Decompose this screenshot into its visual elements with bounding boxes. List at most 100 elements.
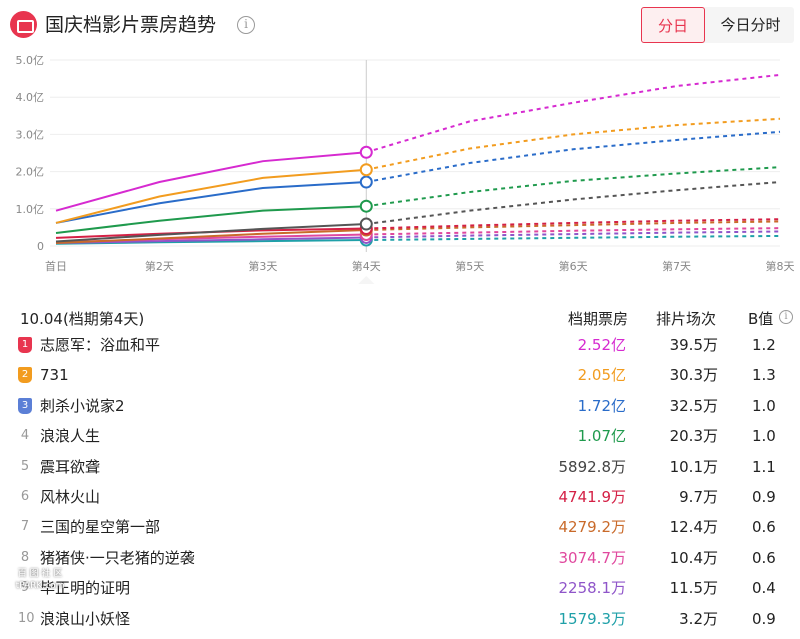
series-point-current xyxy=(359,217,373,231)
rank-badge: 4 xyxy=(20,428,30,444)
series-point-current xyxy=(359,163,373,177)
b-value: 0.6 xyxy=(752,518,776,537)
series-line-forecast xyxy=(365,73,781,154)
box-office-value: 2.05亿 xyxy=(577,366,626,385)
box-office-trend-chart[interactable]: 5.0亿 4.0亿 3.0亿 2.0亿 1.0亿 0首日 第2天 第3天 第4天 第5天 第6天 第7… xyxy=(0,52,800,284)
screenings-value: 11.5万 xyxy=(669,579,718,598)
b-value: 1.1 xyxy=(752,457,776,476)
view-toggle: 分日 今日分时 xyxy=(641,7,794,43)
screenings-value: 10.1万 xyxy=(669,457,718,476)
table-row[interactable]: 8 猪猪侠·一只老猪的逆袭 3074.7万 10.4万 0.6 xyxy=(0,543,800,573)
series-line-actual xyxy=(55,223,367,243)
table-row[interactable]: 3 刺杀小说家2 1.72亿 32.5万 1.0 xyxy=(0,391,800,421)
watermark: 百 图 社 区 tPARK.com xyxy=(8,568,72,592)
col-b-value[interactable]: B值 xyxy=(748,310,774,328)
y-tick-label: 3.0亿 xyxy=(16,128,45,141)
x-tick-label: 首日 xyxy=(45,259,67,273)
y-tick-label: 0 xyxy=(37,240,44,253)
series-line-forecast xyxy=(366,218,781,230)
movie-name[interactable]: 731 xyxy=(40,366,69,385)
pointer-triangle xyxy=(358,276,375,284)
ticket-logo-icon xyxy=(10,11,37,38)
b-value: 1.2 xyxy=(752,336,776,354)
box-office-value: 1.72亿 xyxy=(577,396,626,415)
movie-name[interactable]: 志愿军：浴血和平 xyxy=(40,336,161,354)
date-label: 10.04(档期第4天) xyxy=(20,310,145,328)
y-tick-label: 4.0亿 xyxy=(16,91,45,104)
table-row[interactable]: 5 震耳欲聋 5892.8万 10.1万 1.1 xyxy=(0,452,800,482)
table-row[interactable]: 1 志愿军：浴血和平 2.52亿 39.5万 1.2 xyxy=(0,330,800,360)
movie-name[interactable]: 震耳欲聋 xyxy=(40,457,101,476)
y-tick-label: 5.0亿 xyxy=(16,54,45,67)
y-tick-label: 1.0亿 xyxy=(16,203,45,216)
y-tick-label: 2.0亿 xyxy=(16,166,45,179)
screenings-value: 30.3万 xyxy=(669,366,718,385)
box-office-value: 1.07亿 xyxy=(577,427,626,446)
movie-name[interactable]: 猪猪侠·一只老猪的逆袭 xyxy=(40,548,195,567)
series-point-current xyxy=(359,199,373,213)
ranking-table: 10.04(档期第4天) 档期票房 排片场次 B值 i 1 志愿军：浴血和平 2.5… xyxy=(0,296,800,639)
b-value-info-icon[interactable]: i xyxy=(779,310,793,324)
series-line-forecast xyxy=(366,181,781,226)
table-header: 10.04(档期第4天) 档期票房 排片场次 B值 i xyxy=(0,296,800,330)
page-title: 国庆档影片票房趋势 xyxy=(45,14,217,36)
box-office-value: 3074.7万 xyxy=(558,548,627,567)
b-value: 0.9 xyxy=(752,609,776,628)
col-box-office[interactable]: 档期票房 xyxy=(568,310,629,328)
b-value: 1.3 xyxy=(752,366,776,385)
series-line-actual xyxy=(55,168,367,224)
box-office-value: 4741.9万 xyxy=(558,488,627,506)
header: 国庆档影片票房趋势 i 分日 今日分时 xyxy=(0,0,800,52)
tab-hourly[interactable]: 今日分时 xyxy=(720,16,781,34)
table-row[interactable]: 2 731 2.05亿 30.3万 1.3 xyxy=(0,360,800,390)
series-line-forecast xyxy=(366,130,781,183)
movie-name[interactable]: 浪浪山小妖怪 xyxy=(40,609,131,628)
screenings-value: 12.4万 xyxy=(669,518,718,537)
x-tick-label: 第6天 xyxy=(559,259,588,273)
x-tick-label: 第2天 xyxy=(145,259,174,273)
screenings-value: 32.5万 xyxy=(669,396,718,415)
table-row[interactable]: 10 浪浪山小妖怪 1579.3万 3.2万 0.9 xyxy=(0,604,800,634)
table-row[interactable]: 9 毕正明的证明 2258.1万 11.5万 0.4 xyxy=(0,573,800,603)
table-row[interactable]: 7 三国的星空第一部 4279.2万 12.4万 0.6 xyxy=(0,512,800,542)
box-office-value: 2258.1万 xyxy=(558,579,627,598)
b-value: 1.0 xyxy=(752,427,776,446)
screenings-value: 20.3万 xyxy=(669,427,718,446)
series-point-current xyxy=(359,175,373,189)
b-value: 1.0 xyxy=(752,396,776,415)
series-line-actual xyxy=(55,205,367,234)
x-tick-label: 第5天 xyxy=(455,259,484,273)
table-row[interactable]: 4 浪浪人生 1.07亿 20.3万 1.0 xyxy=(0,421,800,451)
movie-name[interactable]: 浪浪人生 xyxy=(40,427,101,446)
series-line-forecast xyxy=(366,117,781,171)
rank-badge: 3 xyxy=(18,397,32,414)
screenings-value: 39.5万 xyxy=(669,336,718,354)
screenings-value: 3.2万 xyxy=(679,609,718,628)
b-value: 0.6 xyxy=(752,548,776,567)
rank-badge: 8 xyxy=(20,549,30,565)
series-line-forecast xyxy=(366,220,781,232)
rank-badge: 9 xyxy=(20,580,30,596)
series-line-actual xyxy=(55,236,367,245)
box-office-value: 1579.3万 xyxy=(558,609,627,628)
col-screenings[interactable]: 排片场次 xyxy=(656,310,717,328)
tab-daily[interactable]: 分日 xyxy=(641,7,705,43)
movie-name[interactable]: 刺杀小说家2 xyxy=(40,396,125,415)
box-office-value: 5892.8万 xyxy=(558,457,627,476)
movie-name[interactable]: 毕正明的证明 xyxy=(40,579,131,598)
rank-badge: 10 xyxy=(18,610,35,626)
screenings-value: 9.7万 xyxy=(679,488,718,506)
box-office-value: 4279.2万 xyxy=(558,518,627,537)
movie-name[interactable]: 风林火山 xyxy=(40,488,101,506)
info-icon[interactable]: i xyxy=(237,16,255,34)
rank-badge: 1 xyxy=(18,337,32,353)
movie-name[interactable]: 三国的星空第一部 xyxy=(40,518,161,537)
table-row[interactable]: 6 风林火山 4741.9万 9.7万 0.9 xyxy=(0,482,800,512)
series-line-forecast xyxy=(366,227,781,236)
b-value: 0.9 xyxy=(752,488,776,506)
x-tick-label: 第8天 xyxy=(766,259,795,273)
watermark-line1: 百 图 社 区 xyxy=(17,569,63,579)
watermark-line2: tPARK.com xyxy=(15,581,65,591)
rank-badge: 5 xyxy=(20,458,30,474)
series-point-current xyxy=(359,145,373,159)
